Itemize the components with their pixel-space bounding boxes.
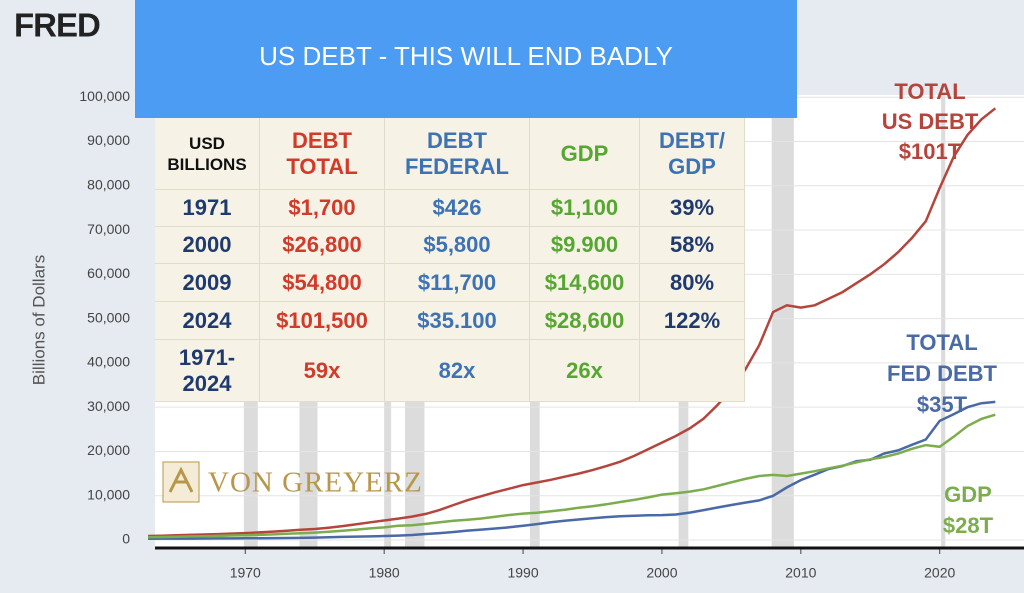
table-cell: DEBT FEDERAL	[385, 118, 530, 190]
y-tick-label: 40,000	[87, 354, 130, 370]
x-tick-label: 1990	[507, 565, 538, 581]
series-line	[148, 413, 996, 539]
x-tick-label: 2010	[785, 565, 816, 581]
table-cell: $101,500	[260, 302, 385, 340]
y-tick-label: 0	[122, 531, 130, 547]
recession-bar	[771, 95, 794, 548]
table-cell: $1,100	[530, 190, 640, 227]
table-cell: 80%	[640, 264, 745, 302]
table-cell: $14,600	[530, 264, 640, 302]
table-cell: 2009	[155, 264, 260, 302]
series-annotation: $101T	[899, 139, 962, 164]
table-cell: 122%	[640, 302, 745, 340]
x-tick-label: 2020	[924, 565, 955, 581]
y-tick-label: 20,000	[87, 442, 130, 458]
table-cell: $5,800	[385, 227, 530, 264]
y-tick-label: 30,000	[87, 398, 130, 414]
table-cell: DEBT TOTAL	[260, 118, 385, 190]
table-cell: 2024	[155, 302, 260, 340]
watermark: VON GREYERZ	[208, 467, 423, 499]
table-cell: 1971	[155, 190, 260, 227]
table-cell: GDP	[530, 118, 640, 190]
table-cell: USD BILLIONS	[155, 118, 260, 190]
y-tick-label: 100,000	[79, 88, 130, 104]
table-cell: $426	[385, 190, 530, 227]
title-banner	[135, 0, 797, 118]
y-axis-title: Billions of Dollars	[29, 255, 48, 385]
table-cell: $26,800	[260, 227, 385, 264]
series-annotation: TOTAL	[906, 330, 977, 355]
x-tick-label: 2000	[646, 565, 677, 581]
table-cell: $54,800	[260, 264, 385, 302]
table-cell: $28,600	[530, 302, 640, 340]
table-cell: 59x	[260, 340, 385, 402]
table-cell: $11,700	[385, 264, 530, 302]
table-cell	[640, 340, 745, 402]
table-cell: 26x	[530, 340, 640, 402]
series-annotation: US DEBT	[882, 109, 979, 134]
x-tick-label: 1970	[230, 565, 261, 581]
y-tick-label: 70,000	[87, 221, 130, 237]
y-tick-label: 90,000	[87, 132, 130, 148]
y-tick-label: 60,000	[87, 265, 130, 281]
series-annotation: $28T	[943, 513, 994, 538]
watermark-icon-mark	[168, 466, 194, 493]
series-annotation: TOTAL	[894, 79, 965, 104]
chart-title: US DEBT - THIS WILL END BADLY	[259, 41, 673, 71]
table-cell: 82x	[385, 340, 530, 402]
table-cell: DEBT/ GDP	[640, 118, 745, 190]
table-cell: $35.100	[385, 302, 530, 340]
table-cell: $9.900	[530, 227, 640, 264]
series-annotation: GDP	[944, 482, 992, 507]
y-tick-label: 10,000	[87, 486, 130, 502]
series-annotation: FED DEBT	[887, 361, 998, 386]
y-tick-label: 80,000	[87, 176, 130, 192]
series-annotation: $35T	[917, 392, 968, 417]
x-tick-label: 1980	[369, 565, 400, 581]
data-table: USD BILLIONS DEBT TOTAL DEBT FEDERAL GDP DEB…	[155, 118, 745, 402]
recession-bar	[941, 95, 946, 548]
table-cell: 1971-2024	[155, 340, 260, 402]
y-tick-label: 50,000	[87, 309, 130, 325]
table-cell: 39%	[640, 190, 745, 227]
series-line	[148, 107, 997, 538]
logo: FRED	[14, 7, 100, 44]
table-cell: 2000	[155, 227, 260, 264]
table-cell: $1,700	[260, 190, 385, 227]
table-cell: 58%	[640, 227, 745, 264]
